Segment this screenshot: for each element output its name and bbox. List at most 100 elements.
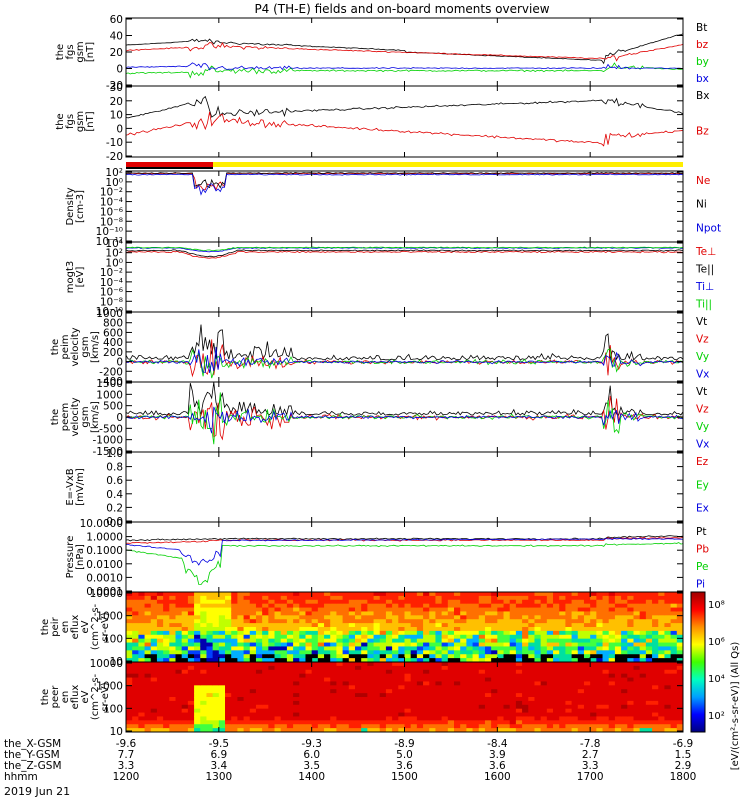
- heatmap-cell: [181, 615, 189, 620]
- heatmap-cell: [317, 627, 325, 632]
- heatmap-cell: [218, 662, 226, 667]
- heatmap-cell: [590, 704, 597, 710]
- heatmap-cell: [528, 658, 535, 662]
- heatmap-cell: [305, 638, 313, 644]
- heatmap-cell: [206, 619, 214, 624]
- heatmap-cell: [484, 611, 492, 616]
- heatmap-cell: [379, 592, 387, 597]
- heatmap-cell: [373, 607, 381, 612]
- series-Pi: [126, 537, 683, 566]
- heatmap-cell: [373, 669, 381, 675]
- y-tick-label: 0.2: [106, 502, 123, 514]
- heatmap-cell: [225, 658, 232, 662]
- heatmap-cell: [138, 638, 146, 644]
- heatmap-cell: [175, 673, 183, 679]
- heatmap-cell: [608, 658, 616, 662]
- heatmap-cell: [515, 595, 523, 601]
- heatmap-cell: [596, 728, 604, 732]
- heatmap-cell: [317, 615, 325, 620]
- heatmap-cell: [342, 662, 350, 667]
- heatmap-cell: [194, 627, 201, 632]
- heatmap-cell: [398, 662, 405, 667]
- heatmap-cell: [670, 708, 678, 714]
- heatmap-cell: [398, 704, 405, 710]
- heatmap-cell: [206, 693, 214, 698]
- heatmap-cell: [385, 669, 393, 675]
- heatmap-cell: [398, 665, 405, 671]
- heatmap-cell: [559, 681, 566, 686]
- heatmap-cell: [336, 677, 344, 682]
- heatmap-cell: [237, 708, 245, 714]
- heatmap-cell: [361, 665, 368, 671]
- heatmap-cell: [429, 615, 436, 620]
- heatmap-cell: [392, 673, 399, 679]
- heatmap-cell: [484, 677, 492, 682]
- heatmap-cell: [354, 704, 362, 710]
- heatmap-cell: [212, 712, 220, 717]
- y-tick-label: 0: [116, 412, 123, 424]
- heatmap-cell: [590, 728, 597, 732]
- heatmap-cell: [639, 669, 647, 675]
- heatmap-cell: [416, 700, 424, 706]
- heatmap-cell: [627, 708, 634, 714]
- heatmap-cell: [627, 712, 634, 717]
- heatmap-cell: [627, 607, 634, 612]
- heatmap-cell: [379, 595, 387, 601]
- heatmap-cell: [398, 592, 405, 597]
- heatmap-cell: [423, 654, 430, 659]
- heatmap-cell: [175, 708, 183, 714]
- heatmap-cell: [274, 646, 282, 651]
- heatmap-cell: [404, 693, 412, 698]
- heatmap-cell: [268, 685, 276, 690]
- heatmap-cell: [404, 697, 412, 702]
- heatmap-cell: [237, 697, 245, 702]
- heatmap-cell: [163, 599, 170, 605]
- heatmap-cell: [194, 681, 201, 686]
- heatmap-cell: [633, 728, 641, 732]
- heatmap-cell: [454, 603, 461, 609]
- heatmap-cell: [255, 720, 263, 725]
- heatmap-cell: [621, 716, 628, 721]
- heatmap-cell: [614, 724, 622, 729]
- heatmap-cell: [255, 630, 263, 636]
- y-tick-label: 10⁻²: [100, 187, 123, 199]
- heatmap-cell: [373, 712, 381, 717]
- heatmap-cell: [379, 728, 387, 732]
- heatmap-cell: [385, 603, 393, 609]
- heatmap-cell: [342, 677, 350, 682]
- heatmap-cell: [447, 728, 455, 732]
- heatmap-cell: [342, 623, 350, 628]
- heatmap-cell: [169, 720, 177, 725]
- heatmap-cell: [243, 634, 251, 640]
- heatmap-cell: [299, 708, 306, 714]
- heatmap-cell: [249, 650, 257, 655]
- y-tick-label: 800: [103, 318, 123, 330]
- heatmap-cell: [330, 693, 337, 698]
- heatmap-cell: [676, 658, 683, 662]
- heatmap-cell: [361, 642, 368, 647]
- heatmap-cell: [460, 728, 467, 732]
- heatmap-cell: [546, 716, 554, 721]
- heatmap-cell: [249, 619, 257, 624]
- heatmap-cell: [132, 665, 139, 671]
- heatmap-cell: [571, 724, 579, 729]
- heatmap-cell: [163, 673, 170, 679]
- heatmap-cell: [150, 712, 158, 717]
- heatmap-cell: [497, 720, 505, 725]
- heatmap-cell: [522, 677, 529, 682]
- heatmap-cell: [416, 673, 424, 679]
- heatmap-cell: [583, 599, 591, 605]
- heatmap-cell: [175, 658, 183, 662]
- heatmap-cell: [670, 627, 678, 632]
- heatmap-cell: [126, 712, 133, 717]
- heatmap-cell: [410, 634, 418, 640]
- heatmap-cell: [138, 595, 146, 601]
- heatmap-cell: [206, 704, 214, 710]
- heatmap-cell: [156, 603, 164, 609]
- heatmap-cell: [435, 603, 443, 609]
- heatmap-cell: [262, 669, 269, 675]
- heatmap-cell: [385, 704, 393, 710]
- heatmap-cell: [237, 638, 245, 644]
- heatmap-cell: [206, 673, 214, 679]
- heatmap-cell: [150, 716, 158, 721]
